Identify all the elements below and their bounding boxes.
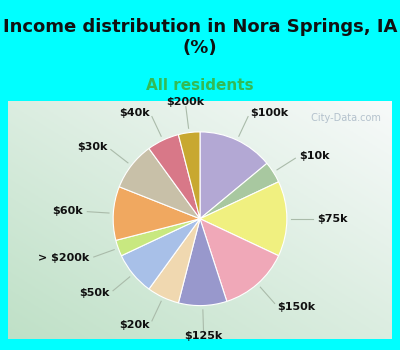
Wedge shape (149, 219, 200, 303)
Wedge shape (200, 163, 278, 219)
Wedge shape (116, 219, 200, 256)
Text: $30k: $30k (77, 142, 107, 152)
Text: $150k: $150k (278, 302, 316, 312)
Wedge shape (119, 148, 200, 219)
Text: City-Data.com: City-Data.com (308, 113, 380, 124)
Text: $75k: $75k (317, 214, 348, 224)
Text: $40k: $40k (120, 108, 150, 118)
Text: $100k: $100k (250, 108, 288, 118)
Wedge shape (200, 219, 278, 301)
Text: $20k: $20k (120, 320, 150, 330)
Wedge shape (122, 219, 200, 289)
Wedge shape (200, 132, 267, 219)
Text: Income distribution in Nora Springs, IA
(%): Income distribution in Nora Springs, IA … (3, 18, 397, 57)
Wedge shape (113, 187, 200, 240)
Text: > $200k: > $200k (38, 253, 90, 264)
Wedge shape (149, 135, 200, 219)
Wedge shape (178, 132, 200, 219)
Text: All residents: All residents (146, 78, 254, 93)
Text: $10k: $10k (299, 151, 330, 161)
Wedge shape (200, 182, 287, 256)
Text: $50k: $50k (79, 288, 110, 299)
Wedge shape (178, 219, 227, 306)
Text: $60k: $60k (52, 206, 83, 216)
Text: $200k: $200k (166, 97, 204, 107)
Text: $125k: $125k (184, 331, 223, 341)
